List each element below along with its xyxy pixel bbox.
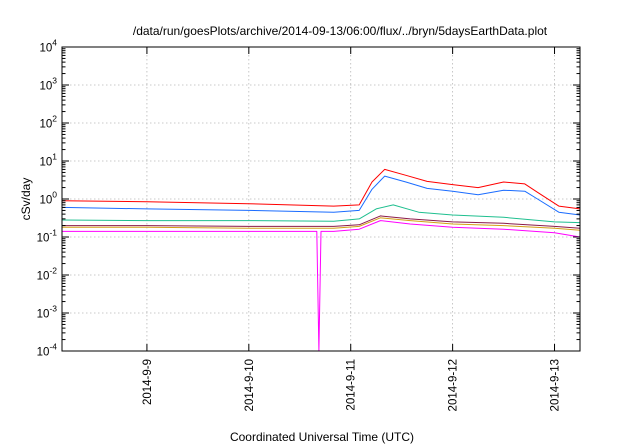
series-layer (61, 168, 581, 352)
y-tick-label: 10-1 (37, 228, 58, 245)
series-line (61, 175, 581, 216)
chart-title: /data/run/goesPlots/archive/2014-09-13/0… (133, 24, 548, 38)
series-line (62, 220, 581, 352)
x-tick-label: 2014-9-13 (550, 359, 562, 411)
x-axis-tick-labels: 2014-9-9 2014-9-10 2014-9-11 2014-9-12 2014-… (142, 359, 562, 411)
x-tick-label: 2014-9-10 (244, 359, 256, 411)
y-axis-label: cSv/day (19, 178, 33, 221)
x-axis-label: Coordinated Universal Time (UTC) (230, 430, 414, 444)
y-tick-label: 10-4 (37, 342, 58, 359)
x-tick-label: 2014-9-9 (142, 359, 154, 405)
series-line (62, 215, 581, 229)
y-tick-label: 103 (39, 76, 57, 93)
y-tick-label: 104 (39, 38, 57, 55)
series-line (62, 217, 581, 231)
series-line (61, 204, 581, 224)
y-tick-label: 102 (39, 114, 57, 131)
y-tick-label: 101 (39, 152, 57, 169)
y-tick-label: 100 (39, 190, 57, 207)
x-tick-label: 2014-9-12 (448, 359, 460, 411)
series-line (61, 168, 581, 210)
y-axis-tick-labels: 104 103 102 101 100 10-1 10-2 10-3 10-4 (37, 38, 58, 359)
y-tick-label: 10-3 (37, 304, 58, 321)
axis-ticks (62, 46, 580, 352)
grid (62, 47, 580, 351)
x-tick-label: 2014-9-11 (346, 359, 358, 411)
y-tick-label: 10-2 (37, 266, 58, 283)
